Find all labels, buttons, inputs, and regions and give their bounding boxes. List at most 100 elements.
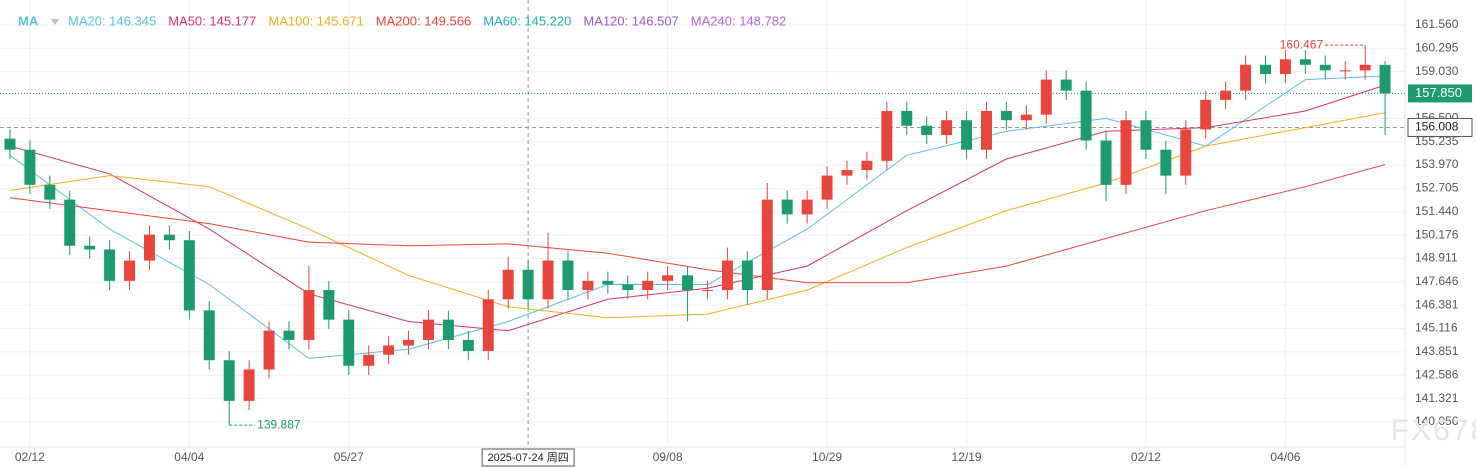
candle-body bbox=[781, 199, 793, 215]
candle-body bbox=[961, 120, 973, 150]
candle-body bbox=[1040, 79, 1052, 115]
candle-body bbox=[323, 290, 335, 320]
candle-body bbox=[861, 160, 873, 171]
candle-body bbox=[1379, 64, 1391, 94]
x-tick-label: 10/29 bbox=[812, 450, 842, 464]
x-tick-label: 02/12 bbox=[15, 450, 45, 464]
min-marker-label: 139.887 bbox=[257, 417, 301, 431]
candle-body bbox=[303, 290, 315, 340]
crosshair-price-label: 156.008 bbox=[1415, 120, 1459, 134]
candle-body bbox=[1080, 90, 1092, 141]
candle-body bbox=[1299, 59, 1311, 65]
candle-body bbox=[44, 184, 56, 200]
candle-body bbox=[602, 280, 614, 285]
ma-line bbox=[9, 112, 1386, 319]
x-tick-label: 05/27 bbox=[334, 450, 364, 464]
last-price-label: 157.850 bbox=[1415, 85, 1462, 100]
candle-body bbox=[203, 310, 215, 361]
y-tick-label: 141.321 bbox=[1415, 391, 1459, 405]
candle-body bbox=[283, 330, 295, 340]
last-price-box bbox=[1408, 84, 1472, 103]
legend-item: MA100: 145.671 bbox=[268, 13, 363, 28]
y-tick-label: 146.381 bbox=[1415, 297, 1459, 311]
candle-body bbox=[1200, 99, 1212, 130]
candle-body bbox=[104, 249, 116, 281]
watermark: FX678 bbox=[1391, 414, 1476, 447]
candle-body bbox=[223, 360, 235, 401]
y-tick-label: 155.235 bbox=[1415, 134, 1459, 148]
legend-item: MA120: 146.507 bbox=[583, 13, 678, 28]
candle-body bbox=[921, 125, 933, 135]
candle-body bbox=[24, 149, 36, 185]
legend-item: MA240: 148.782 bbox=[691, 13, 786, 28]
y-tick-label: 142.586 bbox=[1415, 367, 1459, 381]
candle-body bbox=[1240, 64, 1252, 91]
candle-body bbox=[622, 284, 634, 291]
y-tick-label: 153.970 bbox=[1415, 157, 1459, 171]
candle-body bbox=[442, 319, 454, 340]
candle-body bbox=[1279, 59, 1291, 75]
y-tick-label: 160.295 bbox=[1415, 40, 1459, 54]
candle-body bbox=[124, 260, 136, 281]
x-tick-label: 04/06 bbox=[1270, 450, 1300, 464]
candle-body bbox=[64, 199, 76, 246]
y-tick-label: 143.851 bbox=[1415, 344, 1459, 358]
candle-body bbox=[1100, 140, 1112, 185]
candle-body bbox=[582, 280, 594, 291]
candle-body bbox=[183, 240, 195, 311]
y-tick-label: 150.176 bbox=[1415, 227, 1459, 241]
x-tick-label: 04/04 bbox=[174, 450, 204, 464]
candle-body bbox=[422, 319, 434, 340]
candle-body bbox=[343, 319, 355, 366]
candle-body bbox=[662, 275, 674, 281]
candle-body bbox=[821, 175, 833, 200]
candle-body bbox=[702, 290, 713, 292]
candle-body bbox=[941, 120, 953, 135]
y-tick-label: 161.560 bbox=[1415, 17, 1459, 31]
y-tick-label: 148.911 bbox=[1415, 251, 1458, 265]
candle-body bbox=[263, 330, 275, 370]
y-tick-label: 159.030 bbox=[1415, 64, 1459, 78]
legend-item: MA50: 145.177 bbox=[168, 13, 256, 28]
legend-item: MA20: 146.345 bbox=[68, 13, 156, 28]
y-tick-label: 152.705 bbox=[1415, 181, 1459, 195]
candle-body bbox=[84, 245, 96, 250]
candle-body bbox=[403, 339, 415, 346]
candle-body bbox=[721, 260, 733, 291]
candle-body bbox=[901, 110, 913, 126]
candle-body bbox=[841, 170, 853, 176]
candle-body bbox=[363, 354, 375, 366]
y-tick-label: 140.056 bbox=[1415, 414, 1459, 428]
legend-indicator: MA bbox=[18, 13, 39, 28]
candle-body bbox=[1020, 114, 1032, 121]
candle-body bbox=[1120, 120, 1132, 185]
ma-line bbox=[9, 164, 1386, 284]
candle-body bbox=[542, 260, 554, 300]
max-marker-label: 160.467 bbox=[1280, 37, 1324, 51]
candle-body bbox=[383, 345, 395, 355]
legend-dropdown bbox=[51, 19, 59, 25]
candle-body bbox=[1180, 129, 1192, 176]
candle-body bbox=[143, 234, 155, 261]
candle-body bbox=[163, 234, 175, 241]
legend-item: MA200: 149.566 bbox=[376, 13, 471, 28]
candle-body bbox=[761, 199, 773, 291]
y-tick-label: 147.646 bbox=[1415, 274, 1459, 288]
x-tick-label: 02/12 bbox=[1131, 450, 1161, 464]
candle-body bbox=[801, 199, 813, 215]
candle-body bbox=[881, 110, 893, 161]
candle-body bbox=[1160, 149, 1172, 176]
x-tick-label: 12/19 bbox=[952, 450, 982, 464]
candle-body bbox=[502, 269, 514, 300]
candle-body bbox=[1140, 120, 1152, 150]
candle-body bbox=[981, 110, 992, 150]
y-tick-label: 145.116 bbox=[1415, 321, 1458, 335]
candle-body bbox=[4, 138, 16, 150]
candle-body bbox=[562, 260, 574, 291]
y-tick-label: 151.440 bbox=[1415, 204, 1459, 218]
candle-body bbox=[1319, 64, 1331, 71]
candle-body bbox=[522, 269, 534, 300]
candle-body bbox=[1359, 64, 1371, 71]
crosshair-date-box bbox=[481, 448, 575, 467]
